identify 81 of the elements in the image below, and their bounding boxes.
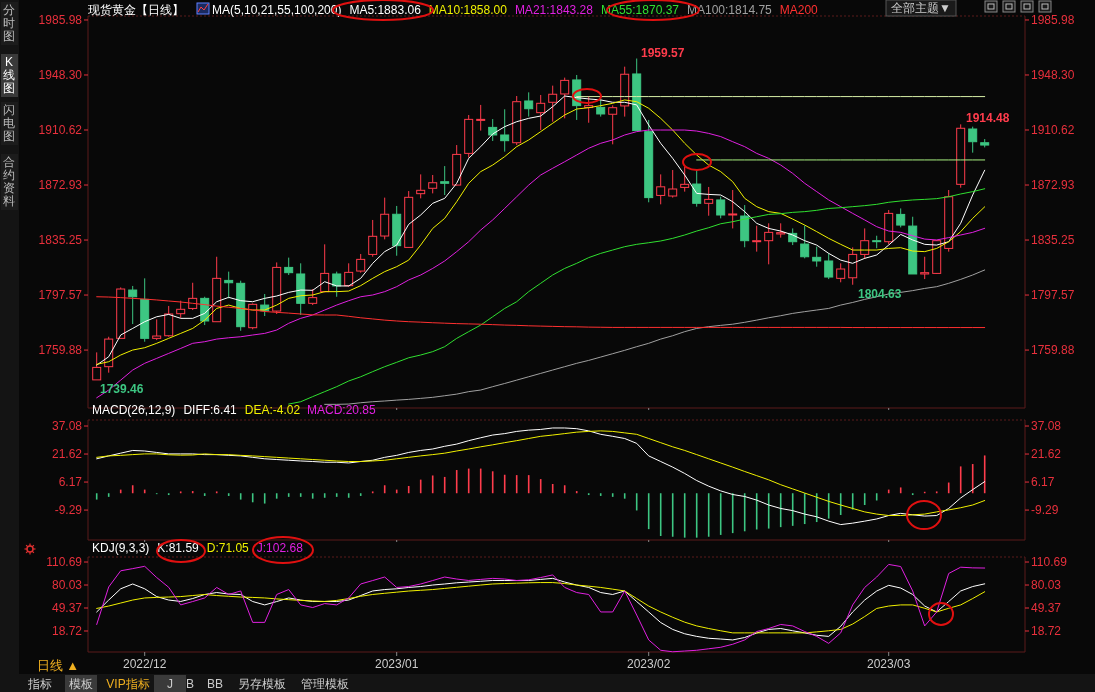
y2-tick-label: 1910.62 — [1031, 123, 1075, 138]
y2-tick-label: 80.03 — [1031, 578, 1062, 593]
annotation: 1804.63 — [858, 287, 902, 301]
candlestick — [440, 165, 450, 196]
y2-tick-label: 1985.98 — [1031, 13, 1075, 28]
y-tick-label: -9.29 — [54, 503, 83, 518]
text: DIFF:6.41 — [183, 403, 238, 417]
y-tick-label: 1797.57 — [38, 288, 83, 303]
candlestick — [284, 257, 294, 276]
candlestick — [704, 186, 714, 217]
chart-title: KDJ(9,3,3) — [92, 541, 150, 555]
y-tick-label: 21.62 — [51, 447, 83, 462]
annotation: 1914.48 — [966, 111, 1010, 125]
line-series — [96, 577, 986, 641]
y2-tick-label: 18.72 — [1031, 624, 1062, 639]
y-tick-label: 49.37 — [51, 601, 83, 616]
candlestick — [392, 205, 402, 257]
y-tick-label: 37.08 — [51, 419, 83, 434]
candlestick — [476, 104, 486, 132]
candlestick — [368, 219, 378, 258]
y2-tick-label: 21.62 — [1031, 447, 1062, 462]
text: MA5:1883.06 — [349, 3, 422, 17]
y-tick-label: 110.69 — [46, 555, 83, 570]
x-tick-label: 2023/03 — [867, 657, 911, 671]
text: J:102.68 — [256, 541, 304, 555]
line-series — [324, 269, 986, 405]
y2-tick-label: 1797.57 — [1031, 288, 1075, 303]
candlestick — [140, 277, 150, 343]
text: J — [167, 677, 173, 691]
line-series — [288, 188, 986, 405]
text: 分时图 — [3, 3, 15, 43]
y2-tick-label: 49.37 — [1031, 601, 1062, 616]
y-tick-label: 1910.62 — [38, 123, 83, 138]
y-tick-label: 18.72 — [51, 624, 83, 639]
candlestick — [608, 104, 618, 145]
text: 模板 — [69, 677, 93, 691]
text: 管理模板 — [301, 677, 349, 691]
line-series — [96, 129, 986, 399]
line-series — [96, 582, 986, 634]
annotation: 1959.57 — [641, 46, 685, 60]
x-tick-label: 2023/01 — [375, 657, 419, 671]
y2-tick-label: 1872.93 — [1031, 178, 1075, 193]
text: K线图 — [3, 55, 15, 95]
text: MA200 — [779, 3, 819, 17]
y-tick-label: 1872.93 — [38, 178, 83, 193]
y-tick-label: 80.03 — [51, 578, 83, 593]
y2-tick-label: 6.17 — [1031, 475, 1055, 490]
text: K:81.59 — [157, 541, 200, 555]
chart-title: MACD(26,12,9) — [92, 403, 176, 417]
text: 闪电图 — [3, 103, 15, 143]
text: VIP指标 — [106, 677, 150, 691]
x-tick-label: 2023/02 — [627, 657, 671, 671]
y2-tick-label: 1948.30 — [1031, 68, 1075, 83]
y-tick-label: 6.17 — [58, 475, 83, 490]
text: D:71.05 — [206, 541, 250, 555]
candlestick — [752, 225, 762, 253]
y2-tick-label: 1759.88 — [1031, 343, 1075, 358]
y-tick-label: 1759.88 — [38, 343, 83, 358]
text: DEA:-4.02 — [244, 403, 301, 417]
x-tick-label: 2022/12 — [123, 657, 167, 671]
chart-title: 现货黄金【日线】 — [88, 3, 184, 17]
y2-tick-label: 1835.25 — [1031, 233, 1075, 248]
text: MA21:1843.28 — [514, 3, 594, 17]
text: B — [185, 677, 195, 691]
y2-tick-label: -9.29 — [1031, 503, 1059, 518]
candlestick — [500, 108, 510, 153]
line-series — [96, 563, 986, 653]
text: BB — [206, 677, 224, 691]
candlestick — [464, 114, 474, 159]
y-tick-label: 1835.25 — [38, 233, 83, 248]
text: 指标 — [27, 677, 52, 691]
candlestick — [956, 123, 966, 189]
text: 日线 ▲ — [36, 658, 80, 673]
text: 另存模板 — [238, 677, 286, 691]
y2-tick-label: 110.69 — [1031, 555, 1068, 570]
text: 合约资料 — [3, 155, 15, 208]
y-tick-label: 1948.30 — [38, 68, 83, 83]
text: 全部主题▼ — [891, 1, 951, 15]
annotation: MACD:20.85 — [307, 403, 377, 417]
y2-tick-label: 37.08 — [1031, 419, 1062, 434]
y-tick-label: 1985.98 — [38, 13, 83, 28]
